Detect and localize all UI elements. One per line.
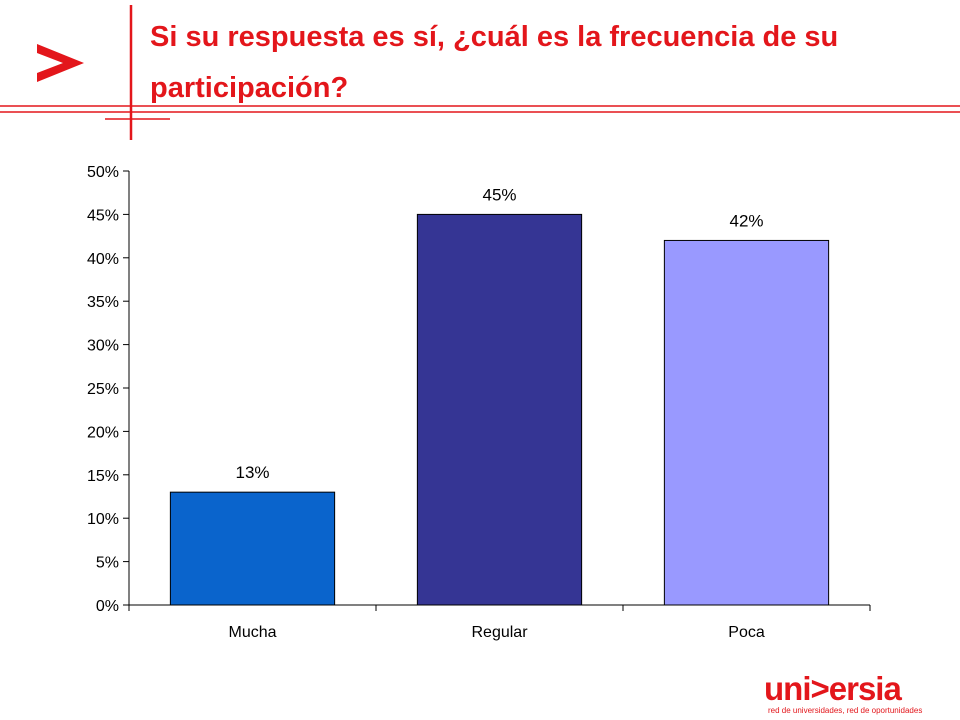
bar-value-label: 42%	[729, 211, 763, 230]
x-tick-label: Poca	[728, 624, 765, 641]
y-tick-label: 0%	[96, 598, 119, 615]
y-tick-label: 5%	[96, 555, 119, 572]
arrow-icon	[37, 44, 84, 82]
bar-value-label: 45%	[482, 185, 516, 204]
y-axis: 0% 5% 10% 15% 20% 25% 30% 35% 40% 45% 50%	[87, 164, 130, 615]
y-tick-label: 10%	[87, 511, 119, 528]
y-tick-label: 45%	[87, 207, 119, 224]
y-tick-label: 15%	[87, 468, 119, 485]
logo-tagline: red de universidades, red de oportunidad…	[768, 706, 923, 715]
universia-logo: uni>ersia red de universidades, red de o…	[764, 672, 934, 716]
y-tick-label: 35%	[87, 294, 119, 311]
bar-mucha	[169, 491, 336, 606]
bar-value-label: 13%	[235, 463, 269, 482]
slide-title: Si su respuesta es sí, ¿cuál es la frecu…	[150, 21, 839, 104]
bar-regular	[416, 213, 583, 606]
header-decoration	[0, 5, 960, 140]
logo-wordmark: uni>ersia	[764, 670, 902, 707]
bar-chart: 0% 5% 10% 15% 20% 25% 30% 35% 40% 45% 50% 13% 45% 42…	[87, 164, 871, 641]
y-tick-label: 25%	[87, 381, 119, 398]
x-axis: Mucha Regular Poca	[128, 604, 871, 641]
y-tick-label: 20%	[87, 424, 119, 441]
bar-poca	[663, 239, 830, 606]
bars: 13% 45% 42%	[169, 185, 830, 606]
x-tick-label: Regular	[471, 624, 528, 641]
y-tick-label: 40%	[87, 251, 119, 268]
y-tick-label: 30%	[87, 338, 119, 355]
y-tick-label: 50%	[87, 164, 119, 181]
x-tick-label: Mucha	[228, 624, 276, 641]
